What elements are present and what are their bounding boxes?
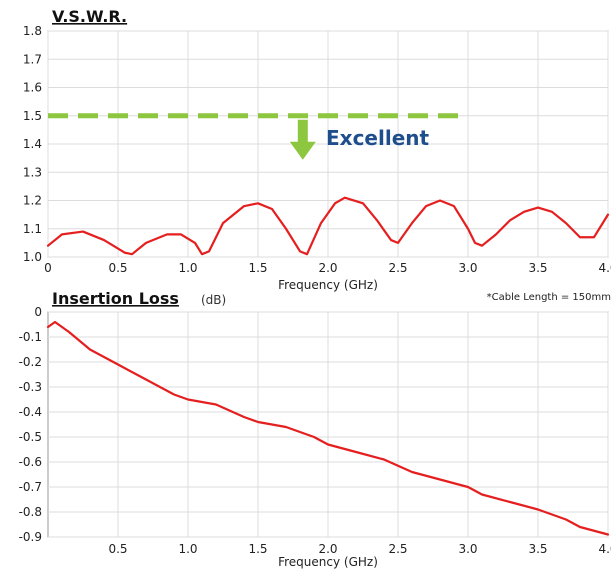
y-tick-label: -0.2 xyxy=(19,355,42,369)
insertion-loss-y-axis: 0 -0.1 -0.2 -0.3 -0.4 -0.5 -0.6 -0.7 -0.8 -0.9 xyxy=(19,305,42,544)
x-tick-label: 0.5 xyxy=(108,542,127,556)
x-tick-label: 3.0 xyxy=(458,542,477,556)
x-tick-label: 0 xyxy=(44,261,52,275)
excellent-annotation: Excellent xyxy=(326,126,429,150)
y-tick-label: 1.3 xyxy=(23,165,42,179)
down-arrow-icon xyxy=(289,119,316,160)
x-tick-label: 2.0 xyxy=(318,261,337,275)
y-tick-label: -0.6 xyxy=(19,455,42,469)
vswr-grid xyxy=(47,30,609,258)
y-tick-label: 0 xyxy=(34,305,42,319)
y-tick-label: -0.3 xyxy=(19,380,42,394)
y-tick-label: 1.5 xyxy=(23,109,42,123)
vswr-series-group xyxy=(46,196,610,256)
x-tick-label: 1.0 xyxy=(178,542,197,556)
insertion-loss-x-label: Frequency (GHz) xyxy=(278,555,378,569)
y-tick-label: 1.7 xyxy=(23,52,42,66)
y-tick-label: 1.4 xyxy=(23,137,42,151)
x-tick-label: 2.5 xyxy=(388,261,407,275)
x-tick-label: 4.0 xyxy=(598,542,611,556)
y-tick-label: 1.1 xyxy=(23,222,42,236)
y-tick-label: 1.2 xyxy=(23,194,42,208)
y-tick-label: -0.1 xyxy=(19,330,42,344)
vswr-y-axis: 1.0 1.1 1.2 1.3 1.4 1.5 1.6 1.7 1.8 xyxy=(23,24,42,264)
insertion-loss-series-group xyxy=(46,320,610,536)
series-line xyxy=(46,196,610,256)
vswr-title: V.S.W.R. xyxy=(52,7,127,26)
x-tick-label: 3.5 xyxy=(528,542,547,556)
y-tick-label: -0.9 xyxy=(19,530,42,544)
insertion-loss-grid xyxy=(48,311,609,538)
insertion-loss-chart: Insertion Loss (dB) *Cable Length = 150m… xyxy=(19,289,611,569)
x-tick-label: 4.0 xyxy=(598,261,611,275)
x-tick-label: 1.5 xyxy=(248,542,267,556)
vswr-x-axis: 0 0.5 1.0 1.5 2.0 2.5 3.0 3.5 4.0 xyxy=(44,261,611,275)
vswr-x-label: Frequency (GHz) xyxy=(278,278,378,292)
x-tick-label: 2.5 xyxy=(388,542,407,556)
series-line xyxy=(46,320,610,536)
y-tick-label: 1.8 xyxy=(23,24,42,38)
x-tick-label: 1.5 xyxy=(248,261,267,275)
y-tick-label: -0.5 xyxy=(19,430,42,444)
x-tick-label: 2.0 xyxy=(318,542,337,556)
x-tick-label: 3.5 xyxy=(528,261,547,275)
y-tick-label: -0.4 xyxy=(19,405,42,419)
insertion-loss-title: Insertion Loss xyxy=(52,289,179,308)
y-tick-label: -0.8 xyxy=(19,505,42,519)
x-tick-label: 3.0 xyxy=(458,261,477,275)
vswr-chart: V.S.W.R. 1.0 1.1 1.2 1.3 1.4 1.5 1.6 1.7 1.8 0 0.… xyxy=(23,7,611,292)
cable-length-note: *Cable Length = 150mm xyxy=(487,292,611,303)
y-tick-label: 1.6 xyxy=(23,81,42,95)
insertion-loss-unit: (dB) xyxy=(201,293,226,307)
y-tick-label: 1.0 xyxy=(23,250,42,264)
insertion-loss-x-axis: 0.5 1.0 1.5 2.0 2.5 3.0 3.5 4.0 xyxy=(108,542,611,556)
y-tick-label: -0.7 xyxy=(19,480,42,494)
x-tick-label: 1.0 xyxy=(178,261,197,275)
x-tick-label: 0.5 xyxy=(108,261,127,275)
